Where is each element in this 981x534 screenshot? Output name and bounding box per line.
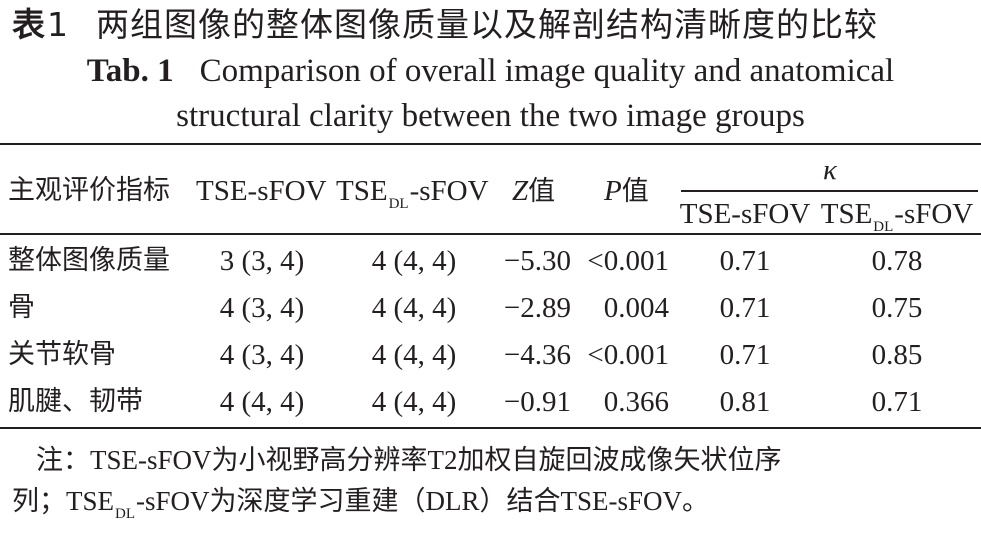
- table-top-rule: [0, 143, 981, 145]
- header-kappa: κ: [823, 154, 837, 186]
- row-kappa-tse: 0.71: [719, 292, 771, 324]
- row-kappa-tsedl: 0.78: [871, 245, 923, 277]
- table-note-line2-pre: 列；TSE: [12, 486, 115, 516]
- table-title-en-line1: Tab. 1 Comparison of overall image qualit…: [0, 48, 981, 94]
- header-kappa-tsedl-sfov: TSEDL-sFOV: [821, 194, 974, 247]
- header-p-value: P值: [604, 171, 649, 212]
- row-indicator: 整体图像质量: [8, 245, 170, 276]
- row-p-value: <0.001: [587, 339, 669, 371]
- row-p-value: <0.001: [587, 245, 669, 277]
- header-p-suffix: 值: [621, 176, 649, 207]
- table-label-cn: 表: [12, 5, 45, 44]
- row-tsedl-value: 4 (4, 4): [371, 339, 457, 371]
- table-title-en-text1: Comparison of overall image quality and …: [199, 53, 895, 89]
- header-kappa-tsedl-sub: DL: [873, 219, 894, 235]
- table-number-cn: 1: [47, 5, 68, 44]
- row-p-value: 0.004: [603, 292, 669, 324]
- table-note-line2: 列；TSEDL-sFOV为深度学习重建（DLR）结合TSE-sFOV。: [12, 481, 709, 534]
- row-kappa-tsedl: 0.85: [871, 339, 923, 371]
- table-note-line2-post: -sFOV为深度学习重建（DLR）结合TSE-sFOV。: [136, 486, 710, 516]
- table-note-line2-sub: DL: [115, 506, 136, 522]
- row-tse-value: 4 (3, 4): [219, 339, 305, 371]
- header-kappa-tsedl-pre: TSE: [820, 198, 873, 230]
- kappa-span-rule: [681, 190, 978, 192]
- row-tse-value: 4 (3, 4): [219, 292, 305, 324]
- row-z-value: −5.30: [503, 245, 571, 277]
- row-kappa-tse: 0.81: [719, 386, 771, 418]
- table-bottom-rule: [0, 427, 981, 429]
- row-p-value: 0.366: [603, 386, 669, 418]
- row-kappa-tsedl: 0.71: [871, 386, 923, 418]
- table-header-rule: [0, 233, 981, 235]
- row-tse-value: 4 (4, 4): [219, 386, 305, 418]
- table-title-cn-text: 两组图像的整体图像质量以及解剖结构清晰度的比较: [96, 8, 878, 44]
- row-z-value: −4.36: [503, 339, 571, 371]
- header-p-symbol: P: [604, 175, 622, 207]
- header-z-symbol: Z: [512, 175, 529, 207]
- row-tsedl-value: 4 (4, 4): [371, 386, 457, 418]
- header-z-suffix: 值: [528, 176, 556, 207]
- header-kappa-tsedl-post: -sFOV: [894, 198, 974, 230]
- table-title-cn: 表1 两组图像的整体图像质量以及解剖结构清晰度的比较: [12, 2, 972, 48]
- row-indicator: 关节软骨: [8, 339, 116, 370]
- header-tsedl-sfov: TSEDL-sFOV: [336, 171, 489, 224]
- header-kappa-tse-sfov: TSE-sFOV: [679, 198, 811, 230]
- table-note-line1: 注：TSE-sFOV为小视野高分辨率T2加权自旋回波成像矢状位序: [36, 445, 782, 475]
- row-indicator: 肌腱、韧带: [8, 386, 143, 417]
- row-indicator: 骨: [8, 292, 35, 323]
- row-kappa-tse: 0.71: [719, 245, 771, 277]
- header-z-value: Z值: [512, 171, 555, 212]
- table-label-en: Tab. 1: [86, 53, 174, 89]
- row-z-value: −0.91: [503, 386, 571, 418]
- row-tsedl-value: 4 (4, 4): [371, 245, 457, 277]
- row-z-value: −2.89: [503, 292, 571, 324]
- header-tsedl-sub: DL: [388, 196, 409, 212]
- row-kappa-tse: 0.71: [719, 339, 771, 371]
- header-tse-sfov: TSE-sFOV: [196, 175, 327, 207]
- header-indicator: 主观评价指标: [8, 175, 170, 206]
- table-title-en-line2: structural clarity between the two image…: [176, 98, 805, 134]
- header-tsedl-post: -sFOV: [409, 175, 489, 207]
- row-kappa-tsedl: 0.75: [871, 292, 923, 324]
- row-tsedl-value: 4 (4, 4): [371, 292, 457, 324]
- header-tsedl-pre: TSE: [336, 175, 388, 207]
- row-tse-value: 3 (3, 4): [219, 245, 305, 277]
